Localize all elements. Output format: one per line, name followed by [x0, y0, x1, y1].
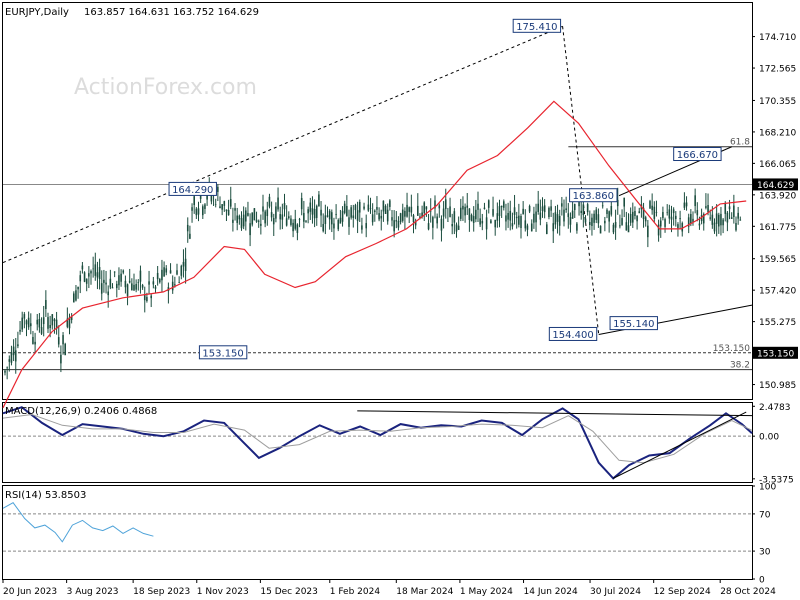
rsi-axis-tick-label: 100	[759, 483, 776, 493]
candles	[4, 177, 742, 380]
annotation-label-6: 155.140	[613, 319, 654, 330]
macd-axis-tick-label: 2.4783	[759, 403, 791, 413]
x-axis-tick-label: 1 May 2024	[460, 587, 513, 597]
annotation-box-4	[673, 147, 722, 162]
rsi-series-0	[2, 502, 154, 543]
x-axis-tick-label: 28 Oct 2024	[720, 587, 776, 597]
price-axis-tick-label: 161.775	[759, 223, 796, 233]
annotation-box-1	[168, 181, 217, 196]
annotation-label-2: 153.150	[202, 348, 243, 359]
price-axis-tick-label: 155.275	[759, 318, 796, 328]
x-axis-tick-label: 14 Jun 2024	[524, 587, 578, 597]
x-axis-tick-label: 18 Mar 2024	[396, 587, 453, 597]
level-label: 153.150	[713, 344, 750, 354]
level-label: 38.2	[730, 361, 750, 371]
macd-chart	[2, 406, 753, 480]
macd-axis-tick-label: 0.00	[759, 433, 779, 443]
annotation-label-0: 175.410	[516, 22, 557, 33]
macd-series-1	[2, 413, 753, 464]
current-price-label: 164.629	[757, 181, 794, 191]
price-chart: 153.150 61.8 38.2 175.410 164.290 153.150 163.…	[2, 18, 753, 409]
annotation-label-1: 164.290	[172, 185, 213, 196]
price-axis-tick-label: 157.420	[759, 287, 796, 297]
annotation-box-6	[609, 316, 658, 331]
axes: 174.710 172.565 170.355 168.210 166.065 163.9…	[2, 33, 798, 597]
current-price-marker	[753, 178, 798, 191]
macd-series-0	[2, 406, 753, 480]
price-axis-tick-label: 174.710	[759, 33, 796, 43]
rsi-title: RSI(14) 53.8503	[5, 490, 86, 501]
price-axis-tick-label: 166.065	[759, 160, 796, 170]
rsi-chart	[2, 502, 752, 552]
level-price-marker	[753, 346, 798, 359]
trendline-0	[2, 25, 563, 264]
rsi-axis-tick-label: 70	[759, 510, 771, 520]
annotation-box-5	[548, 326, 598, 341]
symbol-label: EURJPY,Daily	[5, 7, 69, 18]
x-axis-tick-label: 15 Dec 2023	[260, 587, 318, 597]
macd-panel	[2, 402, 753, 483]
annotation-label-4: 166.670	[677, 150, 718, 161]
x-axis-tick-label: 18 Sep 2023	[133, 587, 190, 597]
macd-trendline-1	[612, 411, 747, 479]
macd-title: MACD(12,26,9) 0.2406 0.4868	[5, 406, 157, 417]
x-axis-tick-label: 30 Jul 2024	[590, 587, 641, 597]
price-axis-tick-label: 163.920	[759, 191, 796, 201]
price-axis-tick-label: 168.210	[759, 128, 796, 138]
rsi-axis-tick-label: 0	[759, 576, 765, 586]
annotation-box-3	[569, 188, 618, 203]
rsi-panel	[2, 485, 753, 580]
level-label: 61.8	[730, 138, 750, 148]
watermark: ActionForex.com	[74, 75, 257, 100]
x-axis-tick-label: 1 Nov 2023	[197, 587, 249, 597]
x-axis-tick-label: 3 Aug 2023	[67, 587, 119, 597]
level-price-label: 153.150	[757, 349, 794, 359]
annotation-box-0	[512, 18, 562, 33]
price-panel	[2, 2, 753, 400]
trendline-1	[562, 26, 600, 335]
x-axis-tick-label: 20 Jun 2023	[3, 587, 57, 597]
annotation-label-3: 163.860	[573, 191, 614, 202]
price-axis-tick-label: 170.355	[759, 97, 796, 107]
price-axis-tick-label: 150.985	[759, 381, 796, 391]
price-axis-tick-label: 159.565	[759, 255, 796, 265]
x-axis-tick-label: 12 Sep 2024	[654, 587, 711, 597]
ohlc-readout: 163.857 164.631 163.752 164.629	[84, 7, 259, 18]
moving-average-line	[2, 100, 747, 409]
annotation-label-5: 154.400	[552, 330, 593, 341]
annotation-box-2	[198, 345, 248, 360]
rsi-axis-tick-label: 30	[759, 548, 771, 558]
macd-trendline-0	[357, 410, 753, 417]
macd-axis-tick-label: -3.5375	[759, 475, 794, 485]
price-axis-tick-label: 172.565	[759, 65, 796, 75]
x-axis-tick-label: 1 Feb 2024	[330, 587, 381, 597]
